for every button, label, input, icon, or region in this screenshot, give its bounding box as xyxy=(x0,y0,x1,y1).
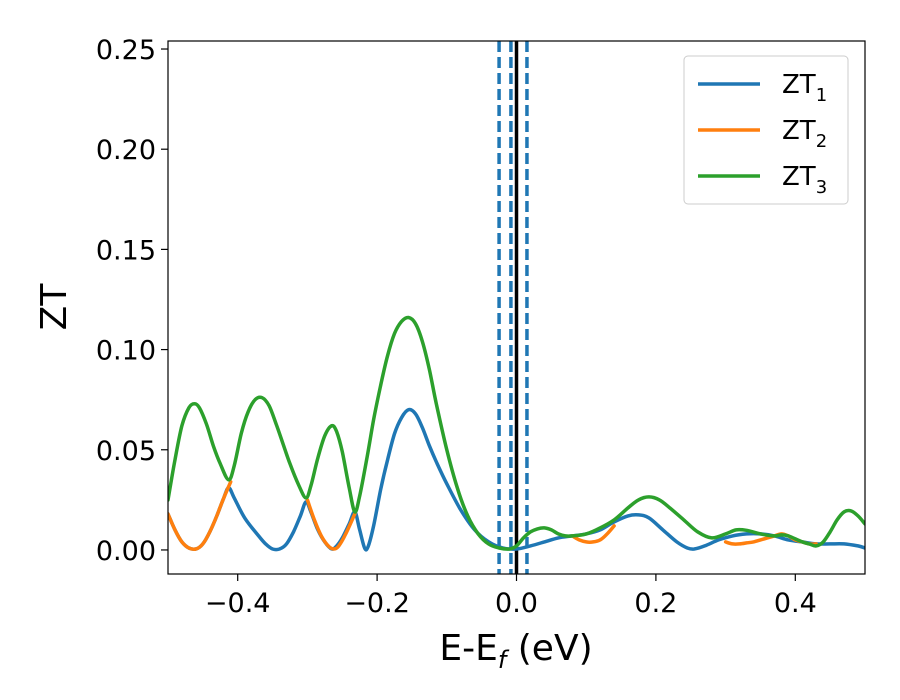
series-layer xyxy=(168,315,865,552)
y-tick-label: 0.05 xyxy=(96,436,156,467)
x-axis: −0.4 −0.2 0.0 0.2 0.4 xyxy=(205,574,817,619)
reference-lines xyxy=(497,41,529,574)
x-tick-label: 0.4 xyxy=(774,588,817,619)
legend-label-zt2: ZT2 xyxy=(782,116,827,152)
series-line-zt2-seg2 xyxy=(570,524,616,544)
legend-label-zt3: ZT3 xyxy=(782,162,827,198)
y-axis: 0.00 0.05 0.10 0.15 0.20 0.25 xyxy=(96,35,168,567)
y-tick-label: 0.00 xyxy=(96,536,156,567)
series-line-zt2-seg1 xyxy=(305,498,357,551)
y-tick-label: 0.25 xyxy=(96,35,156,66)
y-axis-label: ZT xyxy=(34,283,75,331)
series-line-zt3 xyxy=(168,315,865,551)
legend: ZT1 ZT2 ZT3 xyxy=(683,55,849,205)
x-axis-label: E-Ef (eV) xyxy=(439,628,592,674)
x-tick-label: 0.2 xyxy=(634,588,677,619)
series-line-zt1 xyxy=(168,407,865,552)
x-tick-label: −0.4 xyxy=(205,588,271,619)
x-tick-label: 0.0 xyxy=(495,588,538,619)
x-tick-label: −0.2 xyxy=(344,588,410,619)
legend-box xyxy=(683,55,849,205)
y-tick-label: 0.20 xyxy=(96,135,156,166)
legend-label-zt1: ZT1 xyxy=(782,70,827,106)
y-tick-label: 0.10 xyxy=(96,336,156,367)
y-tick-label: 0.15 xyxy=(96,235,156,266)
series-line-zt2-seg0 xyxy=(168,480,233,552)
